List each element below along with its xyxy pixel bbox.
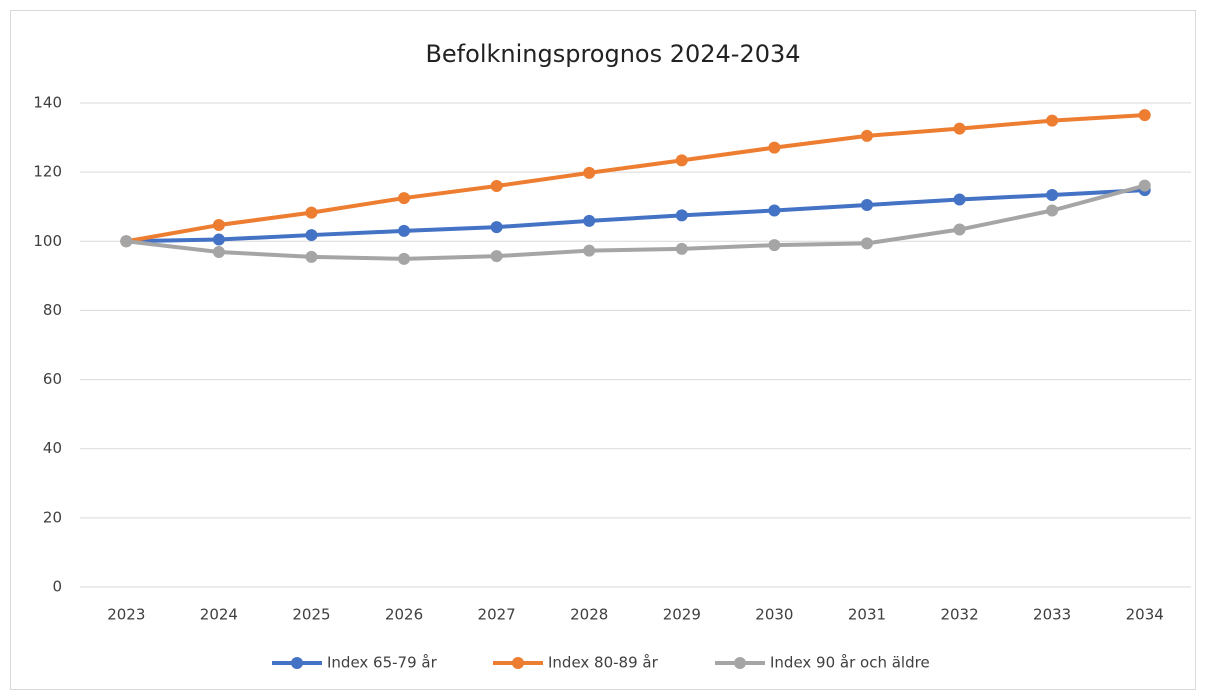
data-point [212, 246, 225, 259]
data-point [1138, 179, 1151, 192]
y-tick-label: 40 [43, 439, 62, 457]
data-point [675, 242, 688, 255]
series-line [126, 188, 1145, 244]
x-tick-label: 2029 [663, 606, 701, 624]
y-tick-label: 80 [43, 301, 62, 319]
x-tick-label: 2032 [940, 606, 978, 624]
x-tick-label: 2026 [385, 606, 423, 624]
data-point [860, 129, 873, 142]
x-tick-label: 2033 [1033, 606, 1071, 624]
data-point [1046, 204, 1059, 217]
chart-title: Befolkningsprognos 2024-2034 [425, 40, 800, 68]
data-point [953, 193, 966, 206]
x-tick-label: 2025 [292, 606, 330, 624]
data-point [1138, 109, 1151, 122]
data-point [490, 250, 503, 263]
data-point [490, 221, 503, 234]
y-tick-label: 60 [43, 370, 62, 388]
x-tick-label: 2030 [755, 606, 793, 624]
data-point [398, 192, 411, 205]
data-point [398, 224, 411, 237]
x-tick-label: 2034 [1126, 606, 1164, 624]
x-tick-label: 2023 [107, 606, 145, 624]
y-tick-label: 0 [52, 578, 62, 596]
data-point [953, 223, 966, 236]
data-point [305, 229, 318, 242]
data-point [305, 206, 318, 219]
data-point [212, 219, 225, 232]
legend-label: Index 65-79 år [327, 654, 438, 672]
series-line [125, 113, 1145, 244]
legend-marker [734, 657, 746, 669]
x-tick-label: 2024 [200, 606, 238, 624]
data-point [1046, 114, 1059, 127]
chart-frame [10, 10, 1196, 690]
data-point [212, 233, 225, 246]
data-point [1046, 188, 1059, 201]
data-point [583, 214, 596, 227]
x-tick-label: 2028 [570, 606, 608, 624]
x-tick-label: 2027 [478, 606, 516, 624]
data-point [398, 252, 411, 265]
y-tick-label: 140 [33, 94, 62, 112]
legend-label: Index 80-89 år [548, 654, 659, 672]
data-point [768, 204, 781, 217]
x-tick-label: 2031 [848, 606, 886, 624]
legend-marker [291, 657, 303, 669]
data-point [120, 235, 133, 248]
y-tick-label: 20 [43, 508, 62, 526]
legend-label: Index 90 år och äldre [770, 654, 930, 672]
data-point [768, 141, 781, 154]
data-point [675, 209, 688, 222]
series-line [126, 183, 1146, 261]
y-tick-label: 100 [33, 232, 62, 250]
y-tick-label: 120 [33, 163, 62, 181]
data-point [953, 122, 966, 135]
data-point [860, 237, 873, 250]
data-point [305, 250, 318, 263]
data-point [583, 166, 596, 179]
data-point [860, 198, 873, 211]
data-point [583, 244, 596, 257]
data-point [768, 239, 781, 252]
data-point [675, 154, 688, 167]
legend-marker [512, 657, 524, 669]
data-point [490, 179, 503, 192]
